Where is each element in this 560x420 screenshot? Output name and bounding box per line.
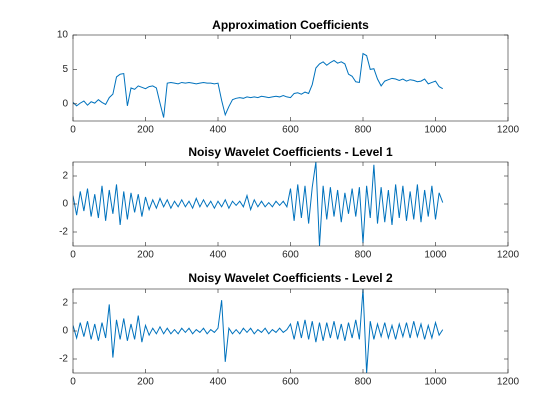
axes-background: [73, 162, 508, 246]
y-tick-label: 0: [62, 326, 68, 337]
signal-line: [73, 52, 443, 118]
y-tick-label: 2: [62, 171, 68, 182]
x-tick-label: 400: [210, 125, 227, 136]
x-tick-label: 400: [210, 377, 227, 388]
chart-title: Approximation Coefficients: [212, 18, 369, 32]
axes-background: [73, 289, 508, 373]
x-tick-label: 0: [70, 125, 76, 136]
x-tick-label: 1000: [424, 377, 447, 388]
signal-line: [73, 162, 444, 246]
x-tick-label: 400: [210, 250, 227, 261]
x-tick-label: 1000: [424, 125, 447, 136]
chart-title: Noisy Wavelet Coefficients - Level 1: [188, 145, 393, 159]
y-tick-label: -2: [59, 227, 68, 238]
x-tick-label: 600: [282, 125, 299, 136]
x-tick-label: 800: [355, 377, 372, 388]
x-tick-label: 1200: [497, 377, 520, 388]
x-tick-label: 0: [70, 250, 76, 261]
y-tick-label: -2: [59, 354, 68, 365]
x-tick-label: 1200: [497, 125, 520, 136]
y-tick-label: 5: [62, 64, 68, 75]
x-tick-label: 200: [137, 125, 154, 136]
signal-line: [73, 289, 444, 373]
y-tick-label: 10: [57, 30, 69, 41]
x-tick-label: 600: [282, 377, 299, 388]
axes-background: [73, 35, 508, 121]
chart-title: Noisy Wavelet Coefficients - Level 2: [188, 271, 393, 285]
x-tick-label: 1000: [424, 250, 447, 261]
x-tick-label: 600: [282, 250, 299, 261]
x-tick-label: 200: [137, 377, 154, 388]
x-tick-label: 200: [137, 250, 154, 261]
x-tick-label: 800: [355, 125, 372, 136]
x-tick-label: 0: [70, 377, 76, 388]
x-tick-label: 1200: [497, 250, 520, 261]
x-tick-label: 800: [355, 250, 372, 261]
y-tick-label: 0: [62, 199, 68, 210]
y-tick-label: 0: [62, 98, 68, 109]
y-tick-label: 2: [62, 298, 68, 309]
